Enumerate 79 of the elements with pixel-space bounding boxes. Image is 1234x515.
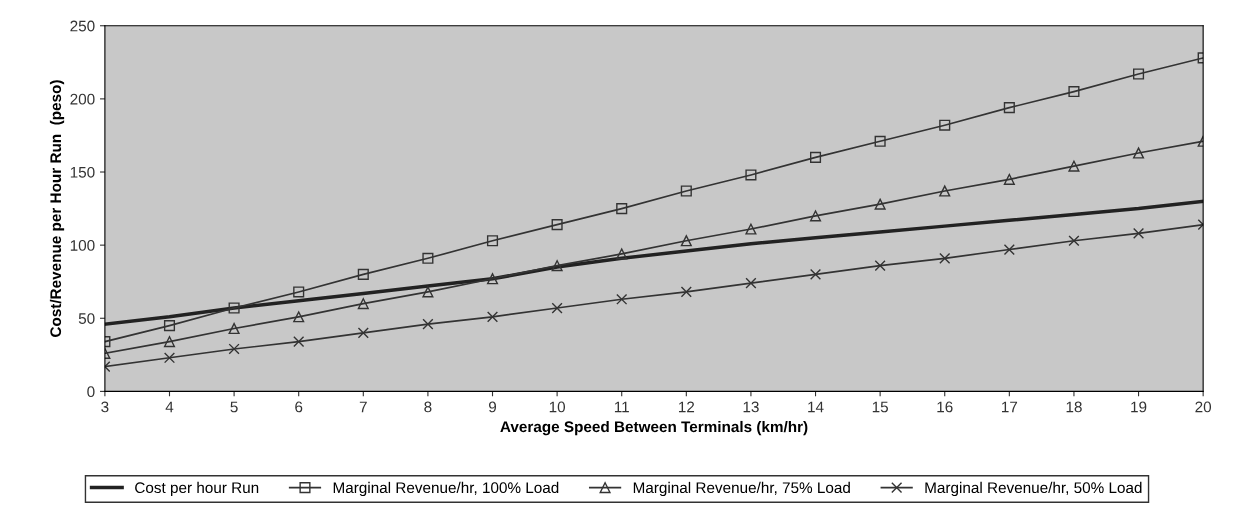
point (939, 252, 951, 264)
point (422, 286, 434, 298)
legend-label: Cost per hour Run (135, 481, 259, 497)
point (745, 277, 757, 289)
point (1003, 243, 1015, 256)
point (551, 302, 563, 314)
point (809, 151, 822, 163)
point (616, 203, 628, 215)
point (680, 185, 692, 197)
point (745, 223, 757, 235)
point (163, 320, 176, 332)
point (1132, 147, 1145, 159)
x-tick-label: 8 (424, 401, 432, 413)
legend-label: Marginal Revenue/hr, 100% Load (333, 481, 559, 497)
x-tick-label: 19 (1131, 401, 1147, 413)
point (293, 311, 305, 323)
point (616, 293, 628, 305)
y-tick-label: 100 (70, 240, 95, 251)
point (874, 260, 886, 272)
x-tick-label: 17 (1002, 401, 1018, 413)
point (939, 185, 951, 197)
point (809, 268, 822, 280)
x-tick-label: 7 (359, 401, 367, 413)
point (163, 336, 176, 348)
y-tick-label: 150 (70, 166, 95, 178)
point (422, 252, 434, 264)
point (228, 322, 240, 335)
point (486, 273, 499, 285)
x-tick-label: 11 (614, 401, 629, 413)
legend-label: Marginal Revenue/hr, 50% Load (925, 481, 1142, 497)
y-tick-label: 200 (70, 93, 95, 105)
point (163, 352, 176, 364)
point (680, 286, 692, 298)
point (1003, 102, 1015, 114)
point (1068, 86, 1080, 98)
point (1068, 160, 1080, 172)
point (293, 286, 305, 298)
x-axis-title: Average Speed Between Terminals (km/hr) (500, 420, 808, 436)
point (1132, 227, 1145, 239)
point (293, 336, 305, 348)
x-tick-label: 6 (295, 401, 303, 413)
point (874, 135, 886, 147)
line-series (104, 199, 1204, 326)
x-tick-label: 13 (743, 401, 759, 413)
point (1068, 235, 1080, 247)
x-tick-label: 18 (1066, 401, 1082, 413)
point (1003, 173, 1015, 185)
point (809, 210, 822, 222)
point (874, 198, 886, 210)
point (357, 327, 369, 339)
y-axis-title: Cost/Revenue per Hour Run (peso) (49, 80, 65, 337)
x-tick-label: 10 (549, 401, 566, 413)
x-tick-label: 9 (488, 401, 497, 413)
point (228, 343, 240, 355)
point (486, 235, 499, 247)
point (228, 302, 240, 314)
x-tick-label: 16 (937, 401, 953, 413)
point (422, 318, 434, 330)
point (486, 311, 499, 323)
y-tick-label: 0 (87, 386, 95, 398)
x-tick-label: 5 (230, 401, 238, 413)
point (939, 119, 951, 131)
x-tick-label: 20 (1195, 401, 1212, 413)
x-tick-label: 15 (872, 401, 888, 413)
point (357, 298, 369, 310)
x-tick-label: 12 (678, 401, 695, 413)
y-tick-label: 250 (70, 20, 95, 32)
y-tick-label: 50 (78, 313, 95, 324)
legend-label: Marginal Revenue/hr, 75% Load (633, 481, 850, 497)
point (745, 169, 757, 181)
point (616, 248, 628, 260)
point (680, 235, 692, 247)
point (1132, 68, 1145, 80)
point (551, 219, 563, 231)
point (357, 268, 369, 280)
x-tick-label: 3 (101, 401, 109, 413)
point (551, 260, 563, 272)
x-tick-label: 4 (165, 401, 174, 413)
x-tick-label: 14 (808, 401, 824, 413)
